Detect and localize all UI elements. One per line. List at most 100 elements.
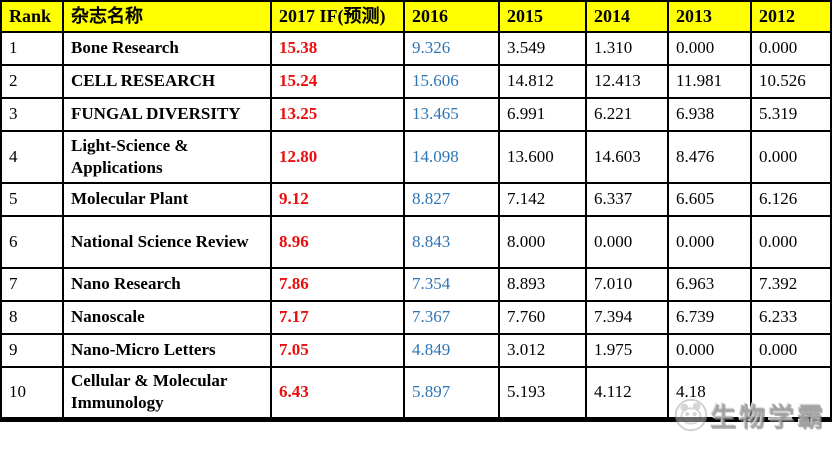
- if-2017-cell: 12.80: [270, 130, 405, 184]
- if-2014-cell: 1.310: [585, 31, 669, 66]
- journal-name-cell: FUNGAL DIVERSITY: [62, 97, 272, 132]
- journal-name-cell: Bone Research: [62, 31, 272, 66]
- if-2016-cell: 7.367: [403, 300, 500, 335]
- table-row: 4 Light-Science & Applications 12.80 14.…: [0, 130, 832, 184]
- if-2012-cell: 0.000: [750, 215, 832, 269]
- journal-name-cell: CELL RESEARCH: [62, 64, 272, 99]
- if-2016-cell: 5.897: [403, 366, 500, 420]
- if-2013-cell: 6.605: [667, 182, 752, 217]
- rank-cell: 6: [0, 215, 64, 269]
- header-row: Rank 杂志名称 2017 IF(预测) 2016 2015 2014 201…: [0, 0, 832, 33]
- if-2017-cell: 7.17: [270, 300, 405, 335]
- table-row: 6 National Science Review 8.96 8.843 8.0…: [0, 215, 832, 269]
- journal-name-cell: Nanoscale: [62, 300, 272, 335]
- if-2015-cell: 14.812: [498, 64, 587, 99]
- col-header-2012: 2012: [750, 0, 832, 33]
- if-2016-cell: 8.843: [403, 215, 500, 269]
- if-2016-cell: 9.326: [403, 31, 500, 66]
- rank-cell: 3: [0, 97, 64, 132]
- if-2014-cell: 0.000: [585, 215, 669, 269]
- if-2013-cell: 0.000: [667, 215, 752, 269]
- rank-cell: 7: [0, 267, 64, 302]
- journal-name-cell: Light-Science & Applications: [62, 130, 272, 184]
- if-2012-cell: 6.233: [750, 300, 832, 335]
- journal-name-cell: Molecular Plant: [62, 182, 272, 217]
- col-header-2017-if: 2017 IF(预测): [270, 0, 405, 33]
- if-2016-cell: 4.849: [403, 333, 500, 368]
- if-2013-cell: 4.18: [667, 366, 752, 420]
- if-2016-cell: 15.606: [403, 64, 500, 99]
- if-2014-cell: 7.010: [585, 267, 669, 302]
- if-2016-cell: 13.465: [403, 97, 500, 132]
- journal-name-cell: Nano Research: [62, 267, 272, 302]
- if-2012-cell: 0.000: [750, 130, 832, 184]
- col-header-2015: 2015: [498, 0, 587, 33]
- journal-name-cell: Cellular & Molecular Immunology: [62, 366, 272, 420]
- col-header-2016: 2016: [403, 0, 500, 33]
- rank-cell: 10: [0, 366, 64, 420]
- if-2015-cell: 8.893: [498, 267, 587, 302]
- if-2015-cell: 7.760: [498, 300, 587, 335]
- if-2015-cell: 5.193: [498, 366, 587, 420]
- if-2016-cell: 7.354: [403, 267, 500, 302]
- if-2014-cell: 4.112: [585, 366, 669, 420]
- table-row: 3 FUNGAL DIVERSITY 13.25 13.465 6.991 6.…: [0, 97, 832, 132]
- table-row: 10 Cellular & Molecular Immunology 6.43 …: [0, 366, 832, 420]
- if-2014-cell: 12.413: [585, 64, 669, 99]
- if-2013-cell: 0.000: [667, 333, 752, 368]
- if-2017-cell: 13.25: [270, 97, 405, 132]
- table-row: 1 Bone Research 15.38 9.326 3.549 1.310 …: [0, 31, 832, 66]
- table-row: 8 Nanoscale 7.17 7.367 7.760 7.394 6.739…: [0, 300, 832, 335]
- impact-factor-table: Rank 杂志名称 2017 IF(预测) 2016 2015 2014 201…: [0, 0, 832, 422]
- if-2012-cell: 10.526: [750, 64, 832, 99]
- if-2015-cell: 7.142: [498, 182, 587, 217]
- col-header-2013: 2013: [667, 0, 752, 33]
- col-header-rank: Rank: [0, 0, 64, 33]
- journal-name-cell: National Science Review: [62, 215, 272, 269]
- if-2014-cell: 7.394: [585, 300, 669, 335]
- if-2014-cell: 1.975: [585, 333, 669, 368]
- rank-cell: 1: [0, 31, 64, 66]
- if-2016-cell: 14.098: [403, 130, 500, 184]
- rank-cell: 5: [0, 182, 64, 217]
- if-2015-cell: 8.000: [498, 215, 587, 269]
- if-2013-cell: 11.981: [667, 64, 752, 99]
- col-header-2014: 2014: [585, 0, 669, 33]
- if-2012-cell: 0.000: [750, 333, 832, 368]
- col-header-journal: 杂志名称: [62, 0, 272, 33]
- if-2014-cell: 6.221: [585, 97, 669, 132]
- if-2016-cell: 8.827: [403, 182, 500, 217]
- if-2012-cell: 7.392: [750, 267, 832, 302]
- rank-cell: 2: [0, 64, 64, 99]
- if-2013-cell: 0.000: [667, 31, 752, 66]
- if-2017-cell: 6.43: [270, 366, 405, 420]
- rank-cell: 9: [0, 333, 64, 368]
- if-2017-cell: 7.86: [270, 267, 405, 302]
- if-2015-cell: 13.600: [498, 130, 587, 184]
- rank-cell: 4: [0, 130, 64, 184]
- if-2013-cell: 6.739: [667, 300, 752, 335]
- if-2015-cell: 3.012: [498, 333, 587, 368]
- if-2014-cell: 6.337: [585, 182, 669, 217]
- if-2015-cell: 6.991: [498, 97, 587, 132]
- if-2013-cell: 8.476: [667, 130, 752, 184]
- if-2017-cell: 7.05: [270, 333, 405, 368]
- if-2017-cell: 15.24: [270, 64, 405, 99]
- table-row: 5 Molecular Plant 9.12 8.827 7.142 6.337…: [0, 182, 832, 217]
- table-row: 9 Nano-Micro Letters 7.05 4.849 3.012 1.…: [0, 333, 832, 368]
- journal-name-cell: Nano-Micro Letters: [62, 333, 272, 368]
- if-2015-cell: 3.549: [498, 31, 587, 66]
- if-2012-cell: 0.000: [750, 31, 832, 66]
- if-2017-cell: 9.12: [270, 182, 405, 217]
- if-2012-cell: 6.126: [750, 182, 832, 217]
- table-row: 2 CELL RESEARCH 15.24 15.606 14.812 12.4…: [0, 64, 832, 99]
- if-2017-cell: 15.38: [270, 31, 405, 66]
- if-2013-cell: 6.938: [667, 97, 752, 132]
- table-row: 7 Nano Research 7.86 7.354 8.893 7.010 6…: [0, 267, 832, 302]
- if-2014-cell: 14.603: [585, 130, 669, 184]
- if-2012-cell: 5.319: [750, 97, 832, 132]
- if-2017-cell: 8.96: [270, 215, 405, 269]
- if-2013-cell: 6.963: [667, 267, 752, 302]
- rank-cell: 8: [0, 300, 64, 335]
